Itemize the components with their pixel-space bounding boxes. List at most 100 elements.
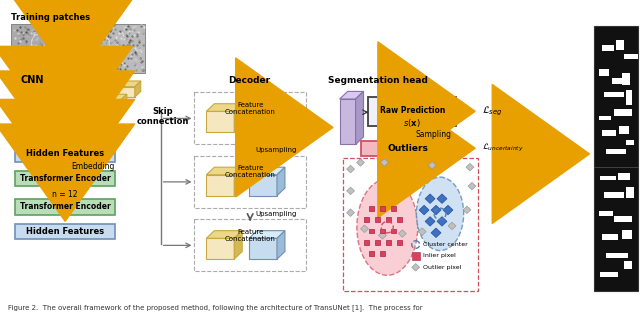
FancyBboxPatch shape <box>619 125 629 134</box>
Polygon shape <box>121 94 127 110</box>
Polygon shape <box>360 225 369 232</box>
FancyBboxPatch shape <box>600 272 618 277</box>
FancyBboxPatch shape <box>614 215 632 222</box>
FancyBboxPatch shape <box>364 240 369 245</box>
Polygon shape <box>249 111 277 132</box>
FancyBboxPatch shape <box>622 230 632 239</box>
FancyBboxPatch shape <box>360 141 456 156</box>
Text: Upsampling: Upsampling <box>255 211 296 217</box>
Text: Inlier pixel: Inlier pixel <box>422 254 456 258</box>
FancyBboxPatch shape <box>606 149 626 154</box>
Polygon shape <box>24 81 141 87</box>
FancyBboxPatch shape <box>624 54 638 59</box>
Text: Feature
Concatenation: Feature Concatenation <box>225 229 276 242</box>
FancyBboxPatch shape <box>595 26 638 291</box>
FancyBboxPatch shape <box>614 109 632 116</box>
FancyBboxPatch shape <box>599 69 609 76</box>
Polygon shape <box>463 206 471 214</box>
Polygon shape <box>24 107 113 113</box>
Text: Feature
Concatenation: Feature Concatenation <box>225 102 276 115</box>
FancyBboxPatch shape <box>369 229 374 233</box>
Polygon shape <box>277 104 285 132</box>
Text: Hidden Features: Hidden Features <box>26 227 104 236</box>
Text: Sampling: Sampling <box>415 130 451 139</box>
Text: Upsampling: Upsampling <box>255 147 296 153</box>
Polygon shape <box>380 159 388 166</box>
Text: Skip
connection: Skip connection <box>136 106 189 126</box>
FancyBboxPatch shape <box>626 90 632 105</box>
Polygon shape <box>425 194 435 203</box>
Text: Transformer Encoder: Transformer Encoder <box>20 174 111 183</box>
Text: Feature
Concatenation: Feature Concatenation <box>225 165 276 178</box>
Polygon shape <box>249 238 277 259</box>
FancyBboxPatch shape <box>412 252 420 260</box>
Polygon shape <box>24 100 121 110</box>
FancyBboxPatch shape <box>380 251 385 256</box>
Polygon shape <box>206 231 242 238</box>
Polygon shape <box>466 163 474 171</box>
Text: Figure 2.  The overall framework of the proposed method, following the architect: Figure 2. The overall framework of the p… <box>8 305 423 311</box>
FancyBboxPatch shape <box>397 240 402 245</box>
Text: Embedding: Embedding <box>71 162 115 171</box>
FancyBboxPatch shape <box>602 45 614 51</box>
FancyBboxPatch shape <box>375 217 380 222</box>
Text: Raw Prediction: Raw Prediction <box>380 106 445 115</box>
FancyBboxPatch shape <box>624 261 632 269</box>
FancyBboxPatch shape <box>12 24 77 73</box>
FancyBboxPatch shape <box>391 229 396 233</box>
Polygon shape <box>398 230 406 237</box>
Polygon shape <box>418 228 426 235</box>
Text: Outliers: Outliers <box>388 144 429 153</box>
Polygon shape <box>431 205 441 215</box>
Polygon shape <box>428 162 436 169</box>
Polygon shape <box>249 231 285 238</box>
FancyBboxPatch shape <box>369 97 456 125</box>
Polygon shape <box>425 217 435 226</box>
Polygon shape <box>378 232 387 239</box>
FancyBboxPatch shape <box>386 240 391 245</box>
Polygon shape <box>356 91 364 145</box>
Polygon shape <box>206 175 234 196</box>
FancyBboxPatch shape <box>15 224 115 239</box>
Polygon shape <box>340 91 364 99</box>
Polygon shape <box>24 126 93 137</box>
Polygon shape <box>24 113 107 123</box>
FancyBboxPatch shape <box>604 92 624 97</box>
Polygon shape <box>347 187 355 195</box>
Polygon shape <box>468 182 476 190</box>
FancyBboxPatch shape <box>626 187 634 198</box>
FancyBboxPatch shape <box>604 192 624 198</box>
Text: $\mathcal{L}_{uncertainty}$: $\mathcal{L}_{uncertainty}$ <box>482 142 524 154</box>
Polygon shape <box>249 104 285 111</box>
Polygon shape <box>24 121 99 126</box>
FancyBboxPatch shape <box>397 217 402 222</box>
Polygon shape <box>356 159 365 166</box>
Text: Decoder: Decoder <box>228 76 270 85</box>
FancyBboxPatch shape <box>626 140 634 146</box>
Text: Cluster center: Cluster center <box>422 242 467 247</box>
Polygon shape <box>431 228 441 238</box>
Text: $s(\mathbf{x})$: $s(\mathbf{x})$ <box>403 117 421 129</box>
Polygon shape <box>340 99 356 145</box>
Ellipse shape <box>357 179 418 275</box>
FancyBboxPatch shape <box>602 234 618 240</box>
Polygon shape <box>206 238 234 259</box>
Polygon shape <box>234 231 242 259</box>
Polygon shape <box>93 121 99 137</box>
FancyBboxPatch shape <box>386 217 391 222</box>
Polygon shape <box>277 167 285 196</box>
Text: Hidden Features: Hidden Features <box>26 149 104 158</box>
Text: Outlier pixel: Outlier pixel <box>422 265 461 270</box>
Text: CNN: CNN <box>20 75 44 85</box>
Polygon shape <box>24 87 135 97</box>
FancyBboxPatch shape <box>622 73 630 85</box>
FancyBboxPatch shape <box>78 24 145 73</box>
FancyBboxPatch shape <box>15 171 115 186</box>
FancyBboxPatch shape <box>369 251 374 256</box>
FancyBboxPatch shape <box>599 116 611 120</box>
Polygon shape <box>234 104 242 132</box>
FancyBboxPatch shape <box>369 206 374 211</box>
Text: n = 12: n = 12 <box>52 190 78 199</box>
FancyBboxPatch shape <box>364 217 369 222</box>
FancyBboxPatch shape <box>391 206 396 211</box>
